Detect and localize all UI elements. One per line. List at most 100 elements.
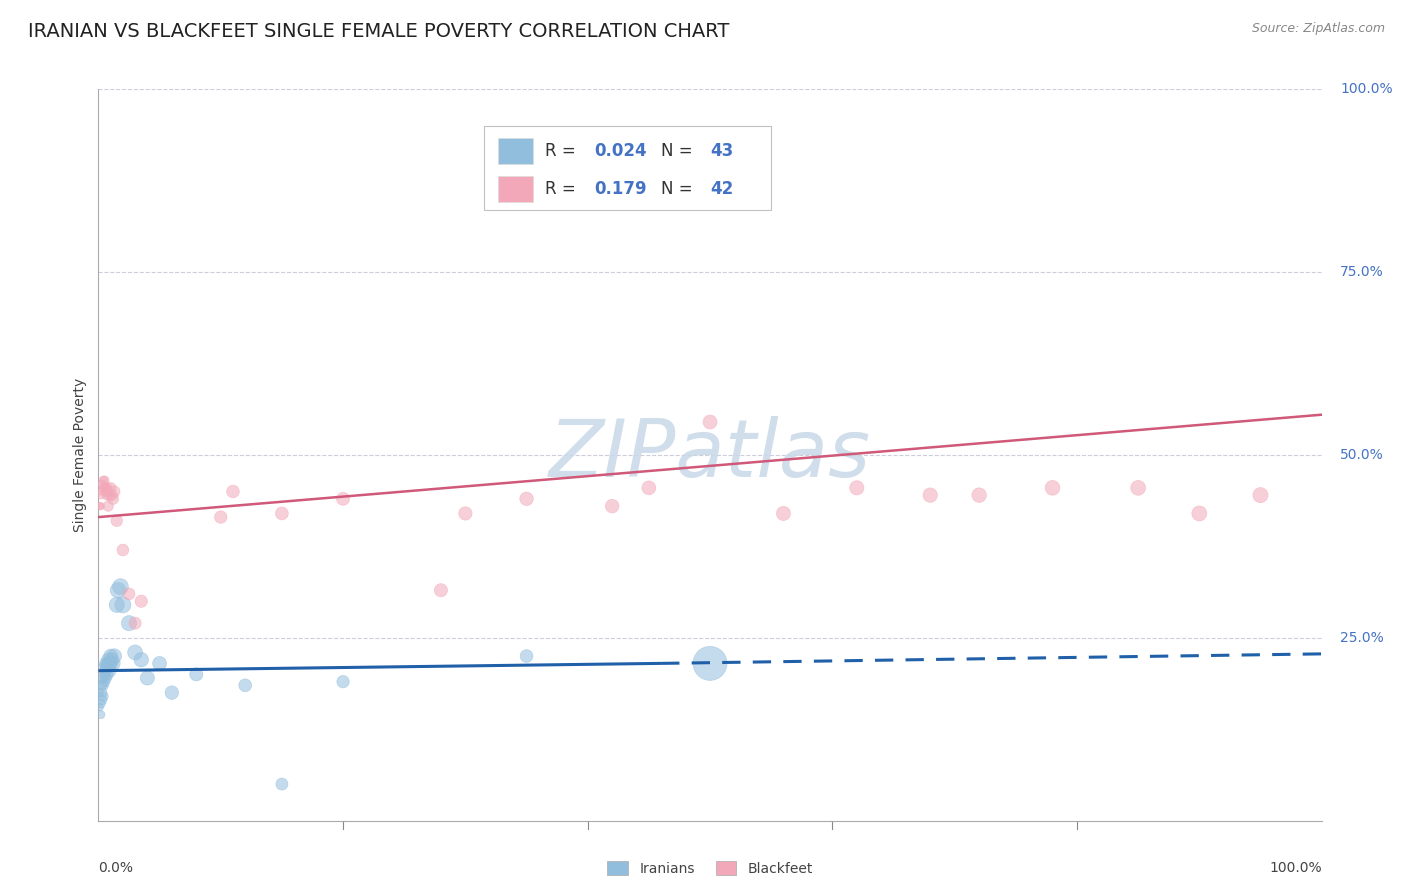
Text: 43: 43 (710, 142, 734, 160)
Point (96, 660, 118, 674)
Point (90, 499, 112, 513)
Point (101, 657, 124, 671)
Point (270, 777, 294, 791)
Point (97, 499, 120, 513)
Point (91, 686, 114, 700)
Point (118, 587, 141, 601)
Text: 0.179: 0.179 (593, 180, 647, 198)
Point (149, 657, 172, 671)
Point (699, 657, 721, 671)
Text: R =: R = (546, 180, 581, 198)
Point (1128, 481, 1150, 495)
Point (454, 507, 477, 521)
Point (98, 488, 121, 502)
Point (94, 671, 117, 685)
Text: 42: 42 (710, 180, 734, 198)
Point (91, 484, 114, 499)
Point (209, 510, 232, 524)
Point (515, 491, 537, 506)
Point (118, 616, 141, 631)
Point (91, 481, 114, 495)
Point (160, 686, 183, 700)
Point (110, 580, 132, 594)
Point (93, 674, 115, 689)
Point (91, 678, 114, 692)
Point (93, 474, 115, 488)
Point (129, 653, 152, 667)
Point (97, 657, 120, 671)
Point (1249, 488, 1271, 502)
Y-axis label: Single Female Poverty: Single Female Poverty (73, 378, 87, 532)
Point (845, 481, 868, 495)
Point (94, 664, 117, 678)
Point (101, 491, 124, 506)
Point (600, 499, 623, 513)
Point (96, 488, 118, 502)
Text: Source: ZipAtlas.com: Source: ZipAtlas.com (1251, 22, 1385, 36)
Point (100, 481, 122, 495)
Point (111, 543, 134, 558)
Point (94, 657, 117, 671)
Text: 50.0%: 50.0% (1340, 448, 1384, 462)
Point (105, 514, 128, 528)
Point (98, 664, 121, 678)
Point (699, 415, 721, 429)
Point (93, 660, 115, 674)
Point (90, 707, 112, 722)
Point (124, 616, 146, 631)
Text: 100.0%: 100.0% (1270, 861, 1322, 875)
Point (105, 598, 128, 612)
Text: IRANIAN VS BLACKFEET SINGLE FEMALE POVERTY CORRELATION CHART: IRANIAN VS BLACKFEET SINGLE FEMALE POVER… (28, 22, 730, 41)
Point (103, 484, 125, 499)
Point (98, 657, 121, 671)
Point (129, 594, 152, 608)
Point (94, 481, 117, 495)
Point (90, 488, 112, 502)
Text: ZIPatlas: ZIPatlas (548, 416, 872, 494)
Point (233, 678, 256, 692)
Point (89, 700, 111, 714)
Point (430, 583, 453, 598)
Point (186, 667, 208, 681)
Point (97, 653, 120, 667)
Point (967, 488, 990, 502)
Text: N =: N = (661, 142, 697, 160)
Point (222, 484, 245, 499)
Point (91, 474, 114, 488)
Point (515, 649, 537, 664)
Point (91, 671, 114, 685)
Text: 25.0%: 25.0% (1340, 631, 1384, 645)
Point (91, 477, 114, 491)
Text: N =: N = (661, 180, 697, 198)
Text: 100.0%: 100.0% (1340, 82, 1392, 96)
Point (101, 653, 124, 667)
Point (637, 481, 661, 495)
Point (89, 686, 111, 700)
Point (91, 678, 114, 692)
FancyBboxPatch shape (498, 176, 533, 202)
Point (332, 674, 354, 689)
Point (107, 583, 129, 598)
Point (920, 488, 942, 502)
Text: 75.0%: 75.0% (1340, 265, 1384, 279)
Point (111, 598, 134, 612)
FancyBboxPatch shape (498, 138, 533, 164)
Point (101, 488, 124, 502)
Text: 0.024: 0.024 (593, 142, 647, 160)
Point (103, 649, 125, 664)
Point (96, 667, 118, 681)
Point (89, 499, 111, 513)
Point (772, 507, 794, 521)
Legend: Iranians, Blackfeet: Iranians, Blackfeet (607, 861, 813, 876)
Point (136, 671, 159, 685)
Point (332, 491, 354, 506)
Point (1188, 507, 1211, 521)
Point (90, 697, 112, 711)
Point (270, 507, 294, 521)
Point (100, 649, 122, 664)
Point (93, 667, 115, 681)
Text: 0.0%: 0.0% (98, 861, 134, 875)
Text: R =: R = (546, 142, 581, 160)
Point (124, 645, 146, 659)
Point (94, 484, 117, 499)
